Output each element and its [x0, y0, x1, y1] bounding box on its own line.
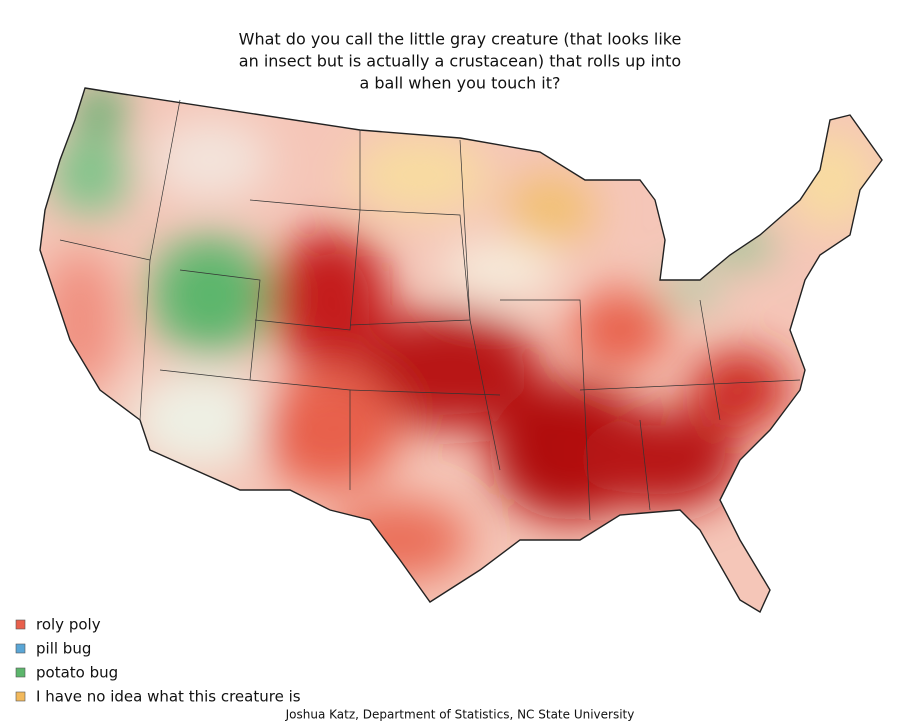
legend-swatch [15, 691, 26, 702]
legend-label: roly poly [36, 616, 101, 634]
title-line: a ball when you touch it? [359, 74, 560, 93]
legend-label: pill bug [36, 640, 91, 658]
legend-label: I have no idea what this creature is [36, 688, 301, 706]
legend: roly poly pill bug potato bug I have no ide… [15, 616, 301, 706]
title: What do you call the little gray creatur… [239, 30, 682, 93]
legend-swatch [15, 619, 26, 630]
legend-swatch [15, 643, 26, 654]
legend-label: potato bug [36, 664, 118, 682]
title-line: an insect but is actually a crustacean) … [239, 52, 681, 71]
legend-swatch [15, 667, 26, 678]
title-line: What do you call the little gray creatur… [239, 30, 682, 49]
state-borders [59, 99, 801, 521]
credit: Joshua Katz, Department of Statistics, N… [285, 708, 635, 722]
